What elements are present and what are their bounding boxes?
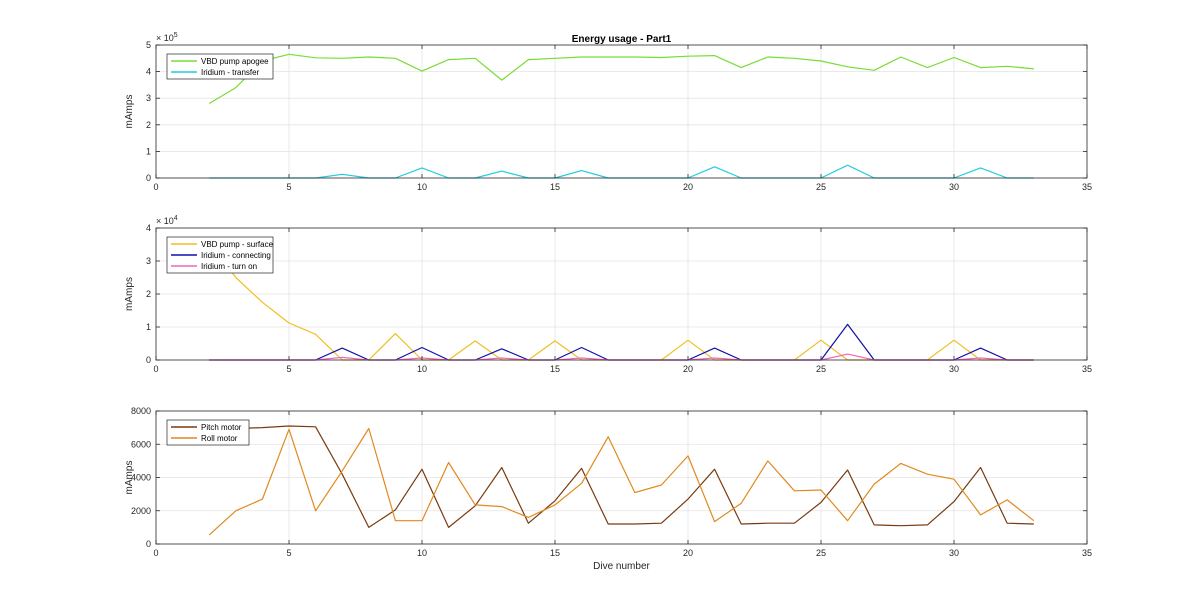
x-tick-label: 25 bbox=[816, 548, 826, 558]
plot-area bbox=[156, 45, 1087, 178]
x-tick-label: 20 bbox=[683, 182, 693, 192]
y-tick-label: 3 bbox=[146, 93, 151, 103]
x-tick-label: 5 bbox=[286, 364, 291, 374]
x-tick-label: 35 bbox=[1082, 548, 1092, 558]
y-tick-label: 6000 bbox=[131, 439, 151, 449]
y-tick-label: 4 bbox=[146, 67, 151, 77]
legend-entry-1: VBD pump - surface bbox=[201, 240, 274, 249]
legend-entry-1: Pitch motor bbox=[201, 423, 242, 432]
x-tick-label: 35 bbox=[1082, 182, 1092, 192]
x-tick-label: 25 bbox=[816, 182, 826, 192]
y-tick-label: 4000 bbox=[131, 473, 151, 483]
x-tick-label: 10 bbox=[417, 364, 427, 374]
y-axis-label: mAmps bbox=[124, 95, 135, 129]
y-axis-label: mAmps bbox=[124, 461, 135, 495]
y-tick-label: 2 bbox=[146, 120, 151, 130]
x-tick-label: 30 bbox=[949, 364, 959, 374]
y-tick-label: 0 bbox=[146, 173, 151, 183]
y-multiplier-label: × 105 bbox=[156, 32, 178, 43]
x-tick-label: 15 bbox=[550, 364, 560, 374]
legend-box bbox=[166, 419, 250, 446]
x-tick-label: 25 bbox=[816, 364, 826, 374]
y-tick-label: 0 bbox=[146, 539, 151, 549]
axes-box bbox=[155, 44, 1088, 179]
legend-entry-2: Iridium - transfer bbox=[201, 68, 260, 77]
legend-box bbox=[166, 53, 274, 80]
legend-entry-3: Iridium - turn on bbox=[201, 262, 257, 271]
legend-entry-1: VBD pump apogee bbox=[201, 57, 269, 66]
series-line-1 bbox=[208, 53, 1034, 105]
x-tick-label: 35 bbox=[1082, 364, 1092, 374]
x-tick-label: 5 bbox=[286, 548, 291, 558]
x-tick-label: 10 bbox=[417, 182, 427, 192]
chart-panel-3: 0 5 10 15 20 25 30 35 0 2000 4000 6000 8000 mAmps Dive… bbox=[124, 406, 1092, 572]
chart-panel-1: 0 5 10 15 20 25 30 35 0 1 2 3 4 5 × 105 mAmps Energy usa… bbox=[124, 32, 1092, 192]
y-tick-label: 2000 bbox=[131, 506, 151, 516]
x-tick-label: 20 bbox=[683, 364, 693, 374]
series-line-2 bbox=[208, 427, 1035, 536]
y-tick-label: 1 bbox=[146, 322, 151, 332]
y-tick-label: 4 bbox=[146, 223, 151, 233]
y-tick-label: 2 bbox=[146, 289, 151, 299]
y-tick-label: 8000 bbox=[131, 406, 151, 416]
x-tick-label: 0 bbox=[153, 548, 158, 558]
x-axis-label: Dive number bbox=[593, 561, 650, 572]
x-tick-label: 10 bbox=[417, 548, 427, 558]
x-tick-label: 30 bbox=[949, 548, 959, 558]
chart-panel-2: 0 5 10 15 20 25 30 35 0 1 2 3 4 × 104 mAmps VBD pump - … bbox=[124, 215, 1092, 374]
x-tick-label: 0 bbox=[153, 364, 158, 374]
series-line-1 bbox=[209, 425, 1034, 529]
x-tick-label: 30 bbox=[949, 182, 959, 192]
y-tick-label: 3 bbox=[146, 256, 151, 266]
y-multiplier-label: × 104 bbox=[156, 215, 178, 226]
x-tick-label: 0 bbox=[153, 182, 158, 192]
y-axis-label: mAmps bbox=[124, 277, 135, 311]
x-tick-label: 15 bbox=[550, 182, 560, 192]
x-tick-label: 5 bbox=[286, 182, 291, 192]
y-tick-label: 1 bbox=[146, 146, 151, 156]
x-tick-label: 20 bbox=[683, 548, 693, 558]
chart-title: Energy usage - Part1 bbox=[572, 34, 672, 45]
legend-entry-2: Roll motor bbox=[201, 434, 238, 443]
y-tick-label: 0 bbox=[146, 355, 151, 365]
y-tick-label: 5 bbox=[146, 40, 151, 50]
x-tick-label: 15 bbox=[550, 548, 560, 558]
legend-entry-2: Iridium - connecting bbox=[201, 251, 271, 260]
